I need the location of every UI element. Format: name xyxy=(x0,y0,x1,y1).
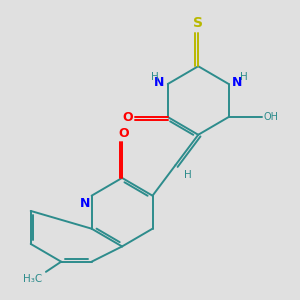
Text: O: O xyxy=(122,110,133,124)
Text: S: S xyxy=(193,16,203,30)
Text: H: H xyxy=(184,170,191,180)
Text: N: N xyxy=(232,76,243,89)
Text: OH: OH xyxy=(264,112,279,122)
Text: H: H xyxy=(151,72,158,82)
Text: N: N xyxy=(80,197,90,210)
Text: O: O xyxy=(119,127,129,140)
Text: H₃C: H₃C xyxy=(22,274,42,284)
Text: H: H xyxy=(240,72,248,82)
Text: N: N xyxy=(154,76,164,89)
